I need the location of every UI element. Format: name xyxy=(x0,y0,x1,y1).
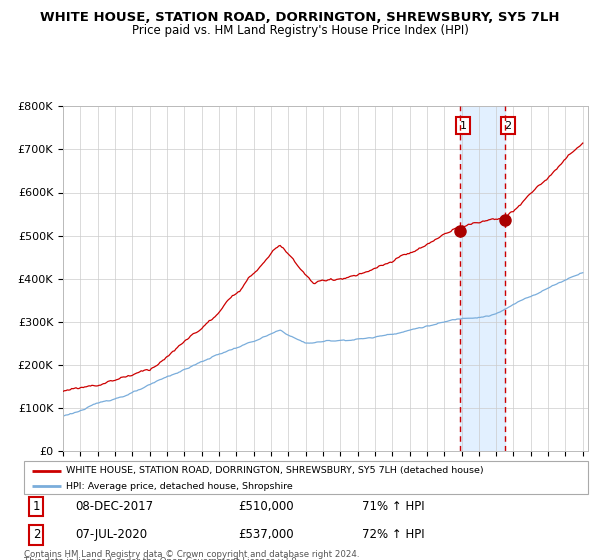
Text: HPI: Average price, detached house, Shropshire: HPI: Average price, detached house, Shro… xyxy=(66,482,293,491)
Text: 1: 1 xyxy=(32,500,40,513)
Text: 2: 2 xyxy=(32,528,40,542)
Text: 08-DEC-2017: 08-DEC-2017 xyxy=(75,500,153,513)
Text: 07-JUL-2020: 07-JUL-2020 xyxy=(75,528,147,542)
Text: 2: 2 xyxy=(504,121,511,131)
Text: £510,000: £510,000 xyxy=(238,500,294,513)
Text: WHITE HOUSE, STATION ROAD, DORRINGTON, SHREWSBURY, SY5 7LH (detached house): WHITE HOUSE, STATION ROAD, DORRINGTON, S… xyxy=(66,466,484,475)
Text: Price paid vs. HM Land Registry's House Price Index (HPI): Price paid vs. HM Land Registry's House … xyxy=(131,24,469,36)
Text: This data is licensed under the Open Government Licence v3.0.: This data is licensed under the Open Gov… xyxy=(24,557,299,560)
Text: WHITE HOUSE, STATION ROAD, DORRINGTON, SHREWSBURY, SY5 7LH: WHITE HOUSE, STATION ROAD, DORRINGTON, S… xyxy=(40,11,560,24)
Text: 71% ↑ HPI: 71% ↑ HPI xyxy=(362,500,425,513)
Text: Contains HM Land Registry data © Crown copyright and database right 2024.: Contains HM Land Registry data © Crown c… xyxy=(24,550,359,559)
Text: 72% ↑ HPI: 72% ↑ HPI xyxy=(362,528,425,542)
Bar xyxy=(460,106,505,451)
Text: 1: 1 xyxy=(460,121,466,131)
Text: £537,000: £537,000 xyxy=(238,528,294,542)
